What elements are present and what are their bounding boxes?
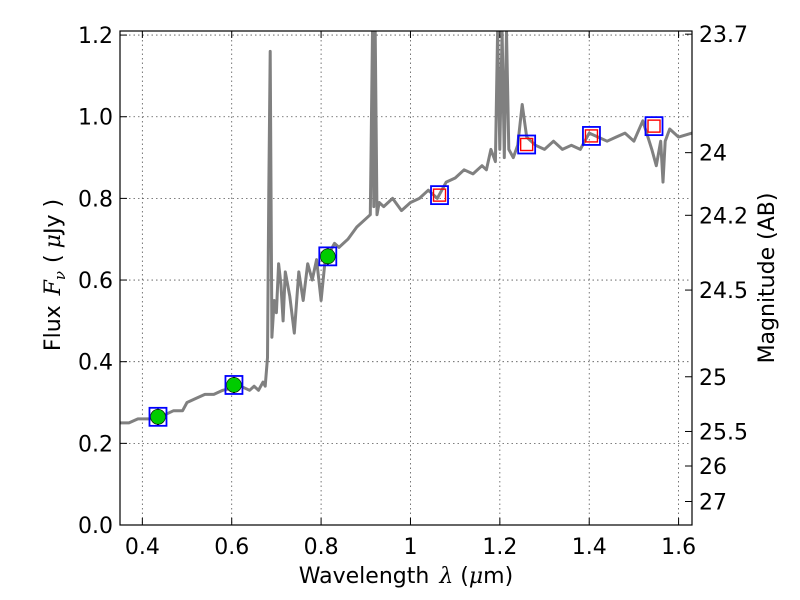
y-axis-label-text: Flux [41, 305, 66, 351]
model-photometry-box [318, 246, 338, 267]
observed-point [319, 248, 336, 265]
y-axis-label-symbol: F [41, 279, 66, 296]
x-axis-label-unit: m) [483, 564, 513, 589]
y-tick-label: 1.0 [78, 106, 113, 131]
y-axis-label-mu: μ [41, 234, 66, 248]
x-axis-label-mu: μ [469, 564, 483, 589]
model-photometry-box [430, 185, 449, 206]
y-tick-label: 0.4 [78, 351, 113, 376]
x-axis-label-open: ( [460, 564, 469, 589]
mag-tick-label: 25 [699, 366, 727, 391]
upper-limit-marker [647, 119, 661, 133]
x-tick-label: 0.6 [214, 535, 249, 560]
mag-tick-label: 24 [699, 142, 727, 167]
x-tick-label: 1.4 [572, 535, 607, 560]
model-photometry-box [224, 375, 244, 395]
mag-tick-label: 26 [699, 455, 727, 480]
mag-tick-label: 23.7 [699, 23, 748, 48]
y2-axis-label: Magnitude (AB) [755, 193, 780, 364]
y-tick-label: 0.0 [78, 514, 113, 539]
observed-point [150, 409, 166, 425]
grid [120, 31, 692, 526]
x-tick-label: 0.4 [125, 535, 160, 560]
model-photometry-box [517, 134, 537, 155]
spectrum-line [120, 31, 692, 425]
upper-limit-marker [519, 137, 534, 152]
y-tick-label: 0.6 [78, 269, 113, 294]
model-photometry-box [644, 116, 664, 137]
y-axis-label: Flux Fν ( μJy ) [41, 199, 69, 351]
y-tick-label: 0.2 [78, 432, 113, 457]
x-axis-label-text: Wavelength [299, 564, 430, 589]
y-axis-label-open: ( [41, 254, 66, 263]
y-tick-label: 0.8 [78, 187, 113, 212]
mag-tick-label: 25.5 [699, 420, 748, 445]
model-photometry-box [148, 406, 168, 427]
mag-tick-label: 27 [699, 491, 727, 516]
y-tick-label: 1.2 [78, 24, 113, 49]
x-tick-label: 1.2 [482, 535, 517, 560]
x-tick-label: 1 [403, 535, 417, 560]
ticks: 0.4 0.6 0.8 1 1.2 1.4 1.6 0.0 0.2 0.4 0.6 0.8 1.0 1.2… [78, 23, 748, 560]
y-axis-label-subscript: ν [51, 271, 69, 280]
x-axis-label-symbol: λ [438, 564, 453, 589]
plot-data [120, 31, 692, 427]
model-photometry-box [582, 126, 601, 146]
y-axis-label-unit: Jy ) [41, 199, 66, 236]
upper-limit-marker [432, 188, 447, 202]
x-tick-label: 1.6 [661, 535, 696, 560]
mag-tick-label: 24.2 [699, 204, 748, 229]
mag-tick-label: 24.5 [699, 279, 748, 304]
x-axis-label: Wavelength λ (μm) [299, 564, 513, 589]
upper-limit-marker [584, 129, 599, 143]
x-tick-label: 0.8 [304, 535, 339, 560]
observed-point [226, 377, 242, 393]
plot-frame [119, 30, 693, 526]
